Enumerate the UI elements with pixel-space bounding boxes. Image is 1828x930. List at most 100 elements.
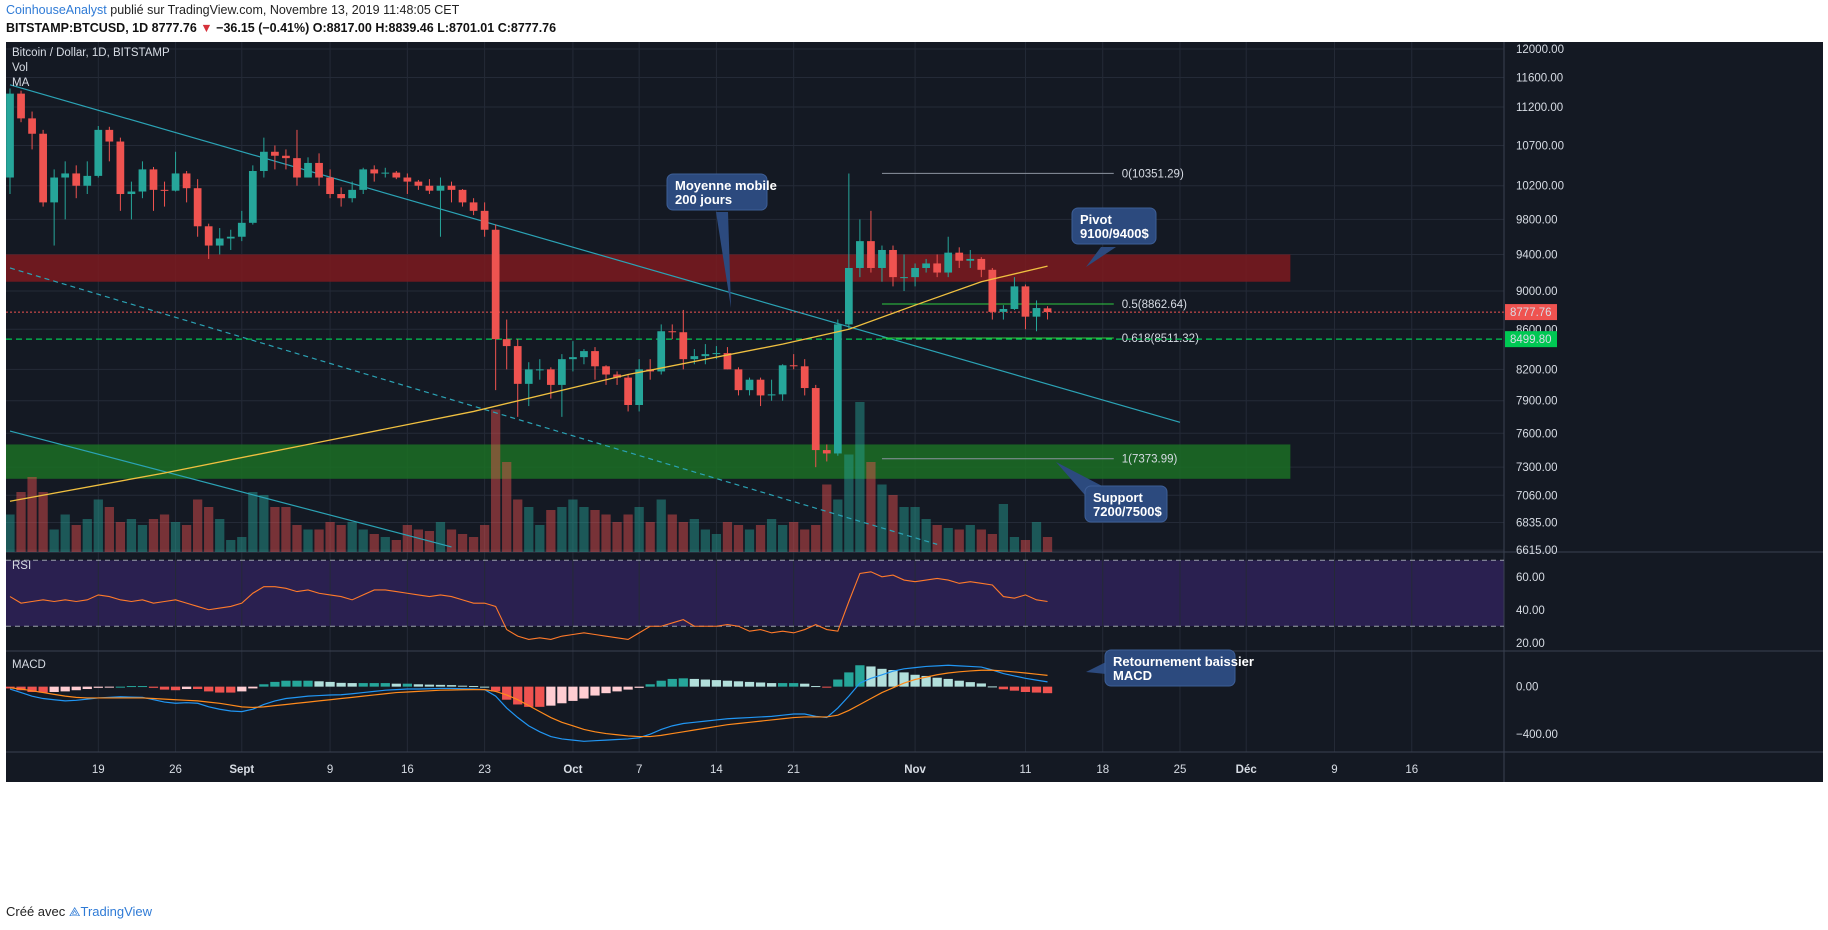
price-axis-label: 10700.00 xyxy=(1516,140,1564,152)
zone-support xyxy=(6,444,1291,479)
price-axis-label: 11600.00 xyxy=(1516,73,1563,85)
candle-body xyxy=(679,332,688,360)
date-axis-label: 11 xyxy=(1019,764,1031,776)
candle-body xyxy=(160,189,169,191)
macd-histogram-bar xyxy=(546,686,556,706)
price-axis-label: 9000.00 xyxy=(1516,286,1558,298)
price-axis-label: 12000.00 xyxy=(1516,44,1564,56)
macd-histogram-bar xyxy=(932,677,942,687)
close-value: 8777.76 xyxy=(510,21,557,35)
volume-bar xyxy=(148,519,159,552)
volume-bar xyxy=(557,507,567,552)
macd-histogram-bar xyxy=(612,686,622,692)
candle-body xyxy=(293,158,301,178)
candle-body xyxy=(337,194,345,199)
price-axis-label: 8200.00 xyxy=(1516,364,1558,376)
candle-body xyxy=(392,172,401,178)
candle-body xyxy=(524,369,533,384)
candle-body xyxy=(248,171,257,223)
price-tag xyxy=(1505,331,1557,348)
volume-bar xyxy=(789,522,799,552)
volume-bar xyxy=(535,525,545,552)
macd-histogram-bar xyxy=(1020,686,1031,692)
macd-histogram-bar xyxy=(965,682,975,687)
date-axis-label: 9 xyxy=(327,764,333,776)
macd-histogram-bar xyxy=(314,681,324,687)
candle-body xyxy=(867,241,875,268)
macd-histogram-bar xyxy=(391,683,401,687)
macd-histogram-bar xyxy=(237,686,247,692)
macd-histogram-bar xyxy=(1009,686,1020,691)
author-link[interactable]: CoinhouseAnalyst xyxy=(6,3,107,17)
fib-level-label: 1(7373.99) xyxy=(1122,454,1178,466)
volume-bar xyxy=(965,525,975,552)
volume-bar xyxy=(502,462,512,552)
volume-bar xyxy=(777,525,788,552)
callout-pointer xyxy=(1086,662,1106,674)
macd-histogram-bar xyxy=(888,670,898,687)
macd-histogram-bar xyxy=(689,678,699,687)
macd-histogram-bar xyxy=(877,668,887,687)
candle-body xyxy=(226,236,235,239)
candle-body xyxy=(359,169,368,190)
candle-body xyxy=(944,252,953,273)
macd-histogram-bar xyxy=(215,686,225,693)
macd-histogram-bar xyxy=(535,686,545,707)
volume-bar xyxy=(336,525,346,552)
macd-histogram-bar xyxy=(71,686,81,691)
volume-bar xyxy=(877,484,887,552)
date-axis-label: 25 xyxy=(1174,764,1187,776)
low-label: L: xyxy=(437,21,450,35)
volume-bar xyxy=(82,519,92,552)
macd-histogram-bar xyxy=(524,686,534,707)
macd-histogram-bar xyxy=(115,686,126,688)
rsi-band-fill xyxy=(6,560,1504,627)
volume-bar xyxy=(468,537,479,552)
date-axis-label: 9 xyxy=(1331,764,1337,776)
macd-histogram-bar xyxy=(49,686,59,692)
macd-histogram-bar xyxy=(226,686,236,693)
open-value: 8817.00 xyxy=(326,21,372,35)
volume-bar xyxy=(888,495,898,552)
tradingview-link[interactable]: TradingView xyxy=(80,904,153,919)
macd-histogram-bar xyxy=(292,680,302,687)
candle-body xyxy=(513,346,522,384)
candle-body xyxy=(535,369,544,371)
volume-bar xyxy=(546,510,556,552)
volume-bar xyxy=(16,492,26,552)
candle-body xyxy=(878,249,886,268)
candle-body xyxy=(668,331,677,333)
macd-histogram-bar xyxy=(987,686,997,688)
volume-bar xyxy=(1031,522,1042,552)
callout-line-2: 9100/9400$ xyxy=(1080,226,1149,241)
macd-histogram-bar xyxy=(855,665,865,687)
trading-chart[interactable]: 0(10351.29)0.5(8862.64)0.618(8511.32)1(7… xyxy=(6,42,1823,892)
macd-histogram-bar xyxy=(502,686,512,700)
macd-histogram-bar xyxy=(281,680,291,687)
volume-bar xyxy=(369,534,379,552)
volume-bar xyxy=(457,534,468,552)
macd-histogram-bar xyxy=(270,681,280,687)
candle-body xyxy=(447,185,456,190)
candle-body xyxy=(171,173,180,191)
candle-body xyxy=(193,188,202,227)
volume-bar xyxy=(303,529,313,552)
candle-body xyxy=(1010,286,1019,309)
candle-body xyxy=(414,181,423,186)
candle-body xyxy=(811,388,820,451)
volume-bar xyxy=(380,537,390,552)
rsi-axis-label: 60.00 xyxy=(1516,572,1545,584)
macd-histogram-bar xyxy=(766,683,777,687)
price-axis-label: 6615.00 xyxy=(1516,545,1558,557)
macd-axis-label: 0.00 xyxy=(1516,682,1538,694)
trendline xyxy=(9,430,452,548)
volume-bar xyxy=(822,484,832,552)
macd-histogram-bar xyxy=(601,686,611,694)
chart-title: Bitcoin / Dollar, 1D, BITSTAMP xyxy=(12,47,170,59)
volume-bar xyxy=(987,534,997,552)
price-axis-label: 7060.00 xyxy=(1516,490,1558,502)
candle-body xyxy=(558,359,566,385)
price-tag-label: 8499.80 xyxy=(1510,334,1552,346)
macd-histogram-bar xyxy=(678,678,688,687)
volume-bar xyxy=(601,514,611,552)
